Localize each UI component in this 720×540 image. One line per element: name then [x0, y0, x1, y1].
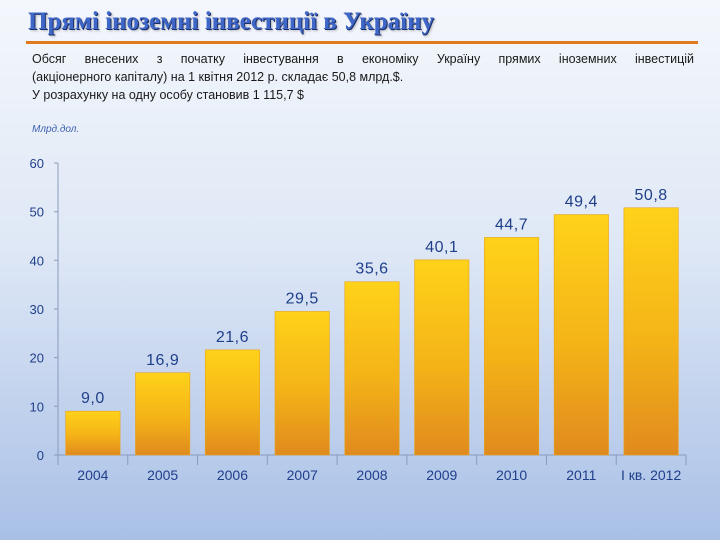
bar-2011 [553, 214, 609, 456]
x-tick-label: 2009 [426, 467, 457, 483]
x-tick-label: 2006 [217, 467, 248, 483]
bar-2006 [204, 349, 260, 456]
bar-2008 [344, 281, 400, 456]
y-tick-label: 10 [30, 399, 44, 414]
bar-value-label: 44,7 [495, 216, 528, 233]
bar-value-label: 21,6 [216, 329, 249, 346]
x-tick-label: 2011 [566, 467, 596, 483]
x-tick-label: 2010 [496, 467, 527, 483]
description-line-1: Обсяг внесених з початку інвестування в … [32, 52, 694, 66]
bar-2007 [274, 311, 330, 456]
chart-labels: 9,0 2004 16,9 2005 21,6 2006 29,5 2007 35,6 2008 4… [77, 187, 681, 483]
y-tick-label: 50 [30, 205, 44, 220]
bar-value-label: 35,6 [355, 261, 388, 278]
bar-value-label: 29,5 [286, 290, 319, 307]
y-tick-label: 60 [30, 156, 44, 171]
x-tick-label: 2007 [287, 467, 318, 483]
bar-value-label: 50,8 [635, 187, 668, 204]
y-tick-label: 40 [30, 253, 44, 268]
y-tick-label: 20 [30, 351, 44, 366]
bar-2010 [484, 237, 540, 456]
x-tick-label: 2008 [356, 467, 387, 483]
bar-value-label: 16,9 [146, 352, 179, 369]
description-line-3: У розрахунку на одну особу становив 1 11… [32, 88, 304, 102]
title-divider [26, 41, 698, 44]
bar-value-label: 40,1 [425, 239, 458, 256]
page-title: Прямі іноземні інвестиції в Україну [28, 8, 435, 35]
bar-2005 [135, 372, 191, 456]
bar-value-label: 49,4 [565, 194, 598, 211]
description-text: Обсяг внесених з початку інвестування в … [32, 50, 694, 104]
x-tick-label: I кв. 2012 [621, 467, 681, 483]
bar-2009 [414, 259, 470, 456]
x-tick-label: 2004 [77, 467, 108, 483]
chart-unit-label: Млрд.дол. [32, 124, 80, 135]
bar-value-label: 9,0 [81, 390, 105, 407]
y-tick-label: 30 [30, 302, 44, 317]
bar-I-кв.-2012 [623, 207, 679, 456]
description-line-2: (акціонерного капіталу) на 1 квітня 2012… [32, 70, 404, 84]
y-tick-label: 0 [37, 448, 44, 463]
chart-bars [65, 207, 679, 456]
bar-2004 [65, 410, 121, 456]
x-tick-label: 2005 [147, 467, 178, 483]
